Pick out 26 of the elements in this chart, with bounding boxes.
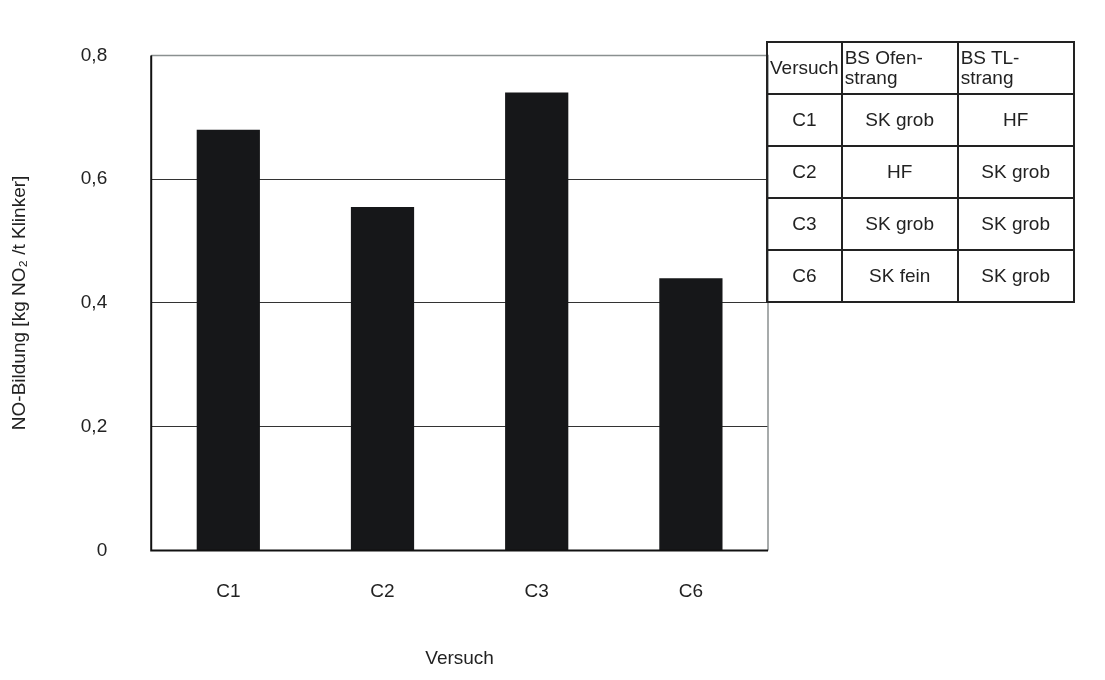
- text: C2: [767, 146, 842, 198]
- y-tick-label: 0: [96, 538, 108, 560]
- text: Versuch: [767, 42, 842, 94]
- text: C6: [767, 250, 842, 302]
- x-tick-label: C1: [216, 580, 241, 602]
- x-tick-label: C6: [678, 580, 704, 602]
- x-tick-label: C3: [524, 580, 549, 602]
- text: C1: [767, 94, 842, 146]
- text: SK grob: [841, 198, 958, 250]
- y-tick-label: 0,8: [80, 43, 108, 65]
- text: HF: [841, 146, 958, 198]
- text: SK grob: [957, 146, 1074, 198]
- x-axis-title: Versuch: [425, 646, 494, 668]
- y-tick-label: 0,2: [80, 414, 108, 436]
- text: SK fein: [841, 250, 958, 302]
- text: SK grob: [957, 198, 1074, 250]
- text: C3: [767, 198, 842, 250]
- y-tick-label: 0,6: [80, 167, 108, 189]
- y-tick-label: 0,4: [80, 291, 108, 313]
- text: BS TL- strang: [957, 42, 1074, 94]
- text: HF: [957, 94, 1074, 146]
- text: SK grob: [957, 250, 1074, 302]
- y-axis-title: NO-Bildung [kg NO₂ /t Klinker]: [7, 175, 29, 431]
- x-tick-label: C2: [370, 580, 395, 602]
- text: SK grob: [841, 94, 958, 146]
- text: BS Ofen- strang: [841, 42, 958, 94]
